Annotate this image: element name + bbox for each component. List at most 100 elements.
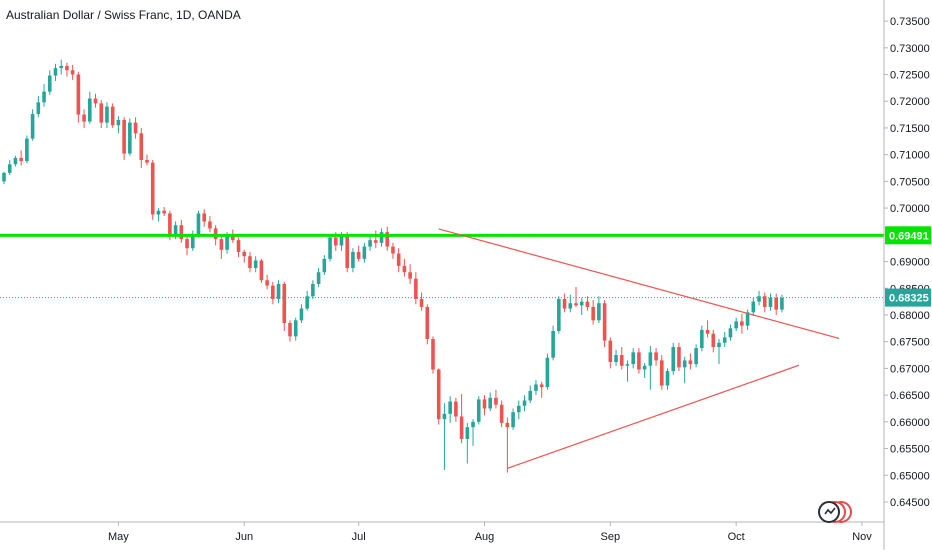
candle-body [505,422,510,428]
candle-body [385,232,390,247]
candle [562,293,567,313]
price-axis[interactable]: 0.73500 0.73000 0.72500 0.72000 0.71500 0.710… [883,0,931,550]
candle [459,394,464,444]
candle-body [751,301,756,313]
candle-body [328,237,332,259]
candle-body [173,225,178,235]
candle-body [128,122,132,154]
candle-body [694,348,698,365]
candle-body [774,297,778,310]
candle [70,64,75,80]
candle [59,59,63,75]
candle-body [499,404,504,423]
candle-body [476,399,481,422]
candle-body [700,329,704,349]
candle-body [660,360,664,386]
candle [185,234,189,256]
price-tick-label: 0.69000 [890,257,930,269]
price-tick-label: 0.68000 [890,310,930,322]
candle [385,226,390,251]
price-tick-label: 0.73000 [890,43,930,55]
candle [368,235,372,251]
candle [208,216,212,233]
candle [545,353,550,390]
candle [156,208,161,222]
candle-body [311,283,315,297]
candle [391,242,395,259]
candle [133,117,138,139]
tradingview-logo-icon[interactable] [814,499,854,527]
candle [253,256,258,273]
candle-body [236,240,241,252]
candle-body [162,210,166,214]
price-tick-label: 0.71500 [890,123,930,135]
horizontal-level-badge-bg [885,226,931,245]
candle-body [7,164,12,173]
candle-body [711,333,716,348]
candle [259,258,264,283]
candle [517,400,521,420]
candle [579,297,584,315]
time-axis[interactable]: May Jun Jul Aug Sep Oct Nov [0,521,884,543]
horizontal-level-badge: 0.69491 [885,226,931,245]
candle [551,325,555,361]
candle [13,155,18,167]
candle [597,296,601,323]
drawings-layer [0,228,884,469]
candle [379,228,384,247]
candle [660,355,664,390]
candle [711,329,716,353]
candle [345,232,349,273]
candle [751,297,756,317]
candle [682,356,687,384]
candle [276,280,281,304]
candle-body [728,328,733,338]
candle-body [551,330,555,358]
candle [619,347,624,370]
candle-body [248,256,252,268]
candle-body [196,213,201,235]
trendline[interactable] [507,364,800,469]
candle [637,348,641,374]
candle [528,385,533,404]
price-tick-label: 0.65500 [890,444,930,456]
candle-body [339,235,344,246]
logo-glyph-icon [824,507,836,515]
candle-body [219,239,224,250]
candle-body [734,321,738,329]
candle-body [133,122,138,134]
candle-body [379,232,384,243]
candle [322,255,327,275]
candle [677,342,681,372]
candle-body [419,298,424,307]
price-tick-label: 0.65000 [890,470,930,482]
candle [494,389,498,409]
candle [53,63,58,81]
candle-body [53,68,58,76]
candle-body [168,213,172,235]
candle-body [231,235,235,241]
time-tick-label: May [108,531,129,543]
candle-body [190,234,195,249]
candle-body [425,306,430,340]
candle [505,417,510,473]
time-tick-label: Sep [601,531,621,543]
trendline[interactable] [438,228,840,340]
candle [65,62,69,77]
candle [774,293,778,315]
candle-body [402,265,407,273]
candle-body [351,251,355,268]
candle [88,91,92,124]
candle [768,293,773,311]
candle-body [76,74,81,115]
candle-body [208,221,212,229]
candle-body [36,102,41,115]
price-tick-label: 0.72000 [890,96,930,108]
candle-body [642,365,647,370]
candle [282,281,287,331]
candle [242,249,247,263]
candle [476,396,481,425]
candle-body [517,405,521,413]
